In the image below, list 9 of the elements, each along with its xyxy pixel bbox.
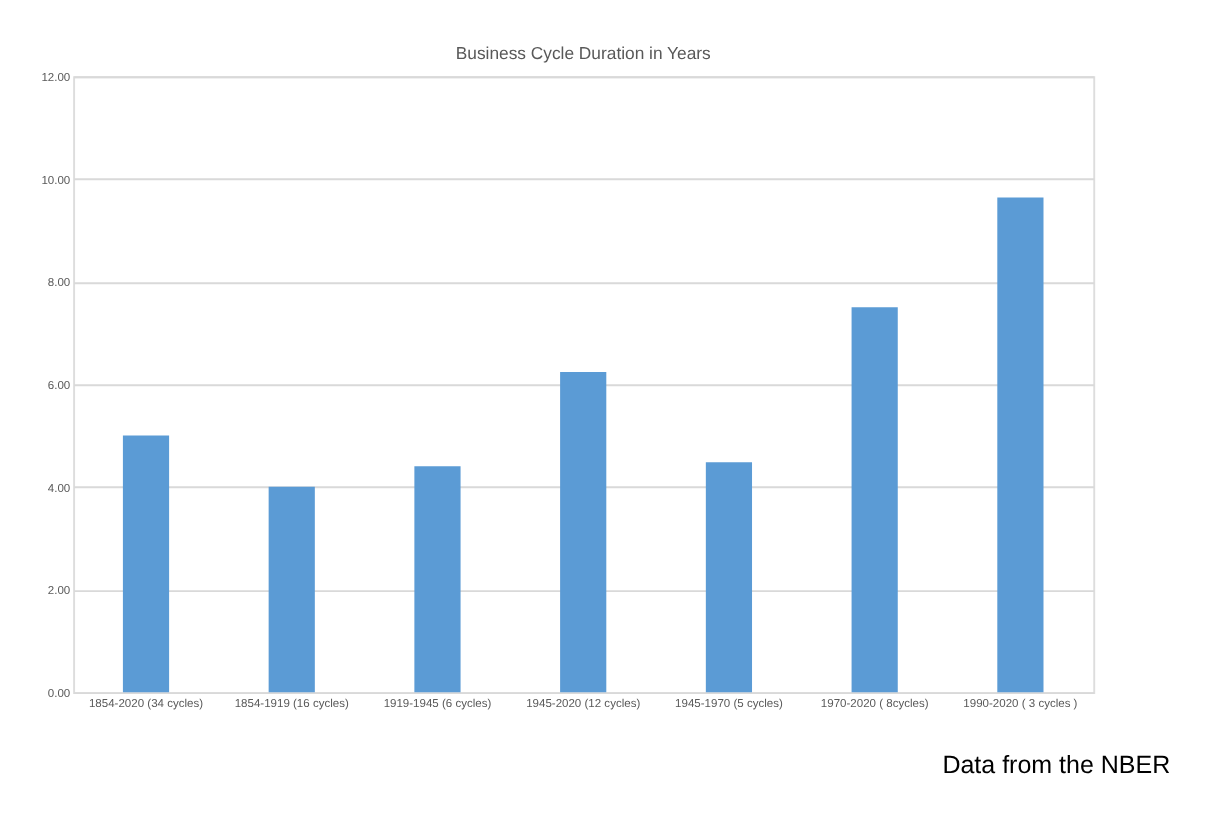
- bar: [268, 486, 315, 693]
- bar: [122, 435, 170, 693]
- text: Data from the NBER: [942, 751, 1171, 780]
- bar: [997, 197, 1044, 693]
- bar: [851, 307, 898, 693]
- bar: [560, 371, 607, 693]
- chart-title: Business Cycle Duration in Years: [455, 42, 713, 63]
- bar: [705, 462, 753, 693]
- bar: [414, 466, 461, 693]
